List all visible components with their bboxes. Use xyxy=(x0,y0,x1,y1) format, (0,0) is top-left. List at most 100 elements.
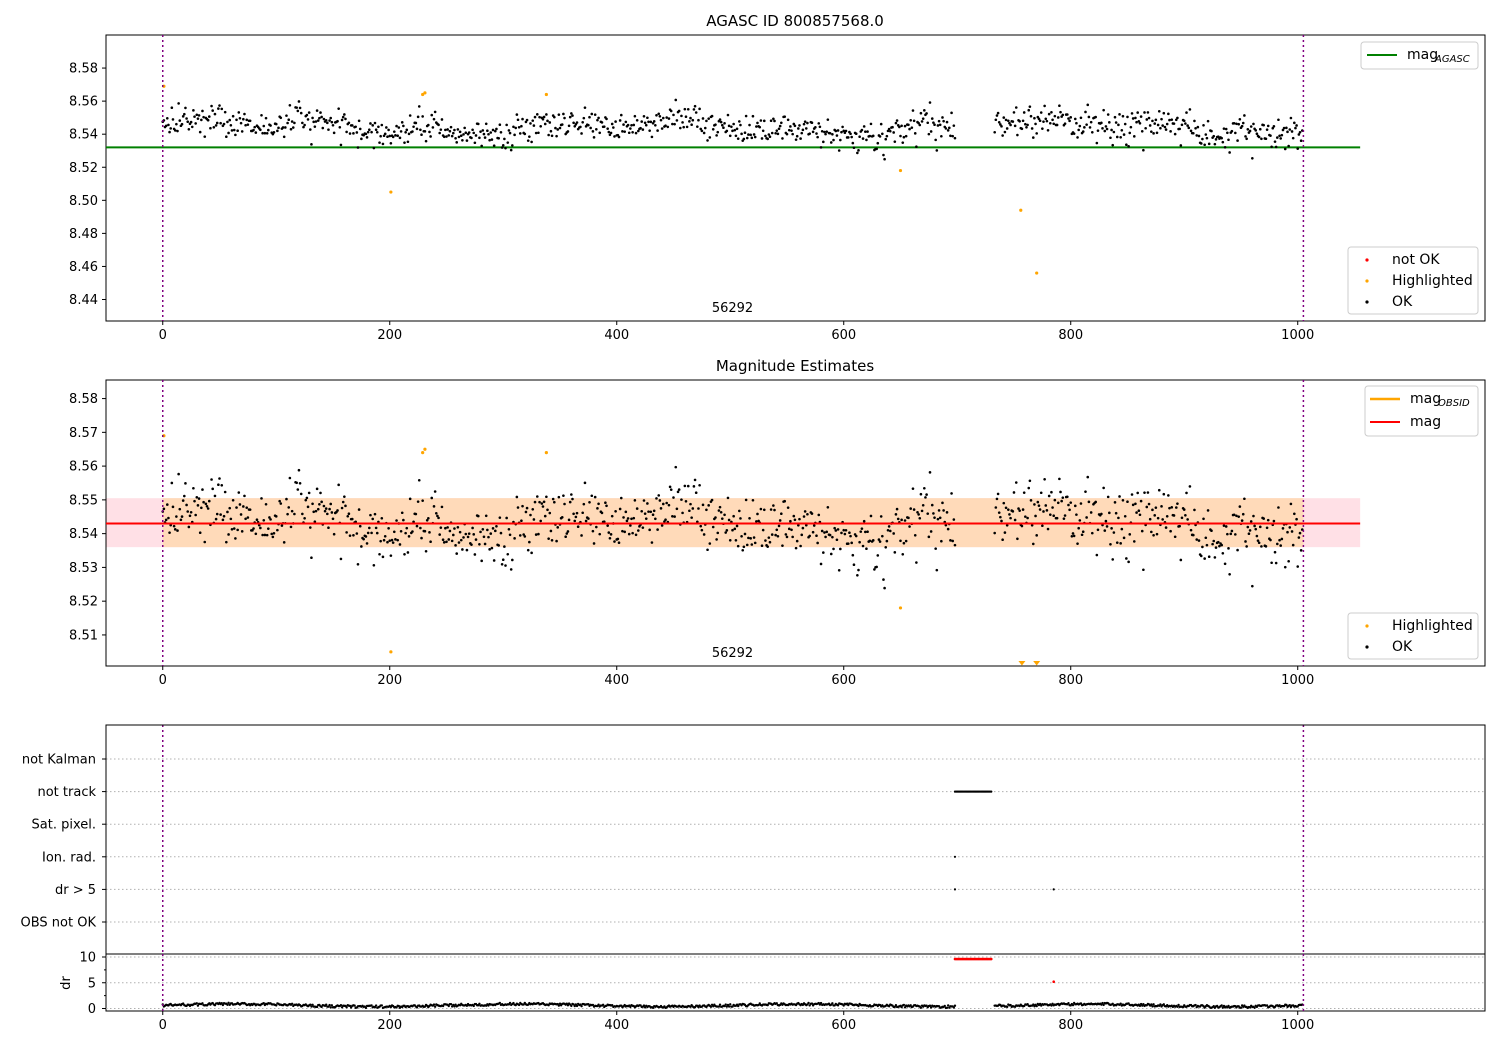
ok-point xyxy=(308,526,312,529)
ok-point xyxy=(1185,111,1188,114)
ok-point xyxy=(945,120,949,124)
ok-point xyxy=(263,131,267,135)
dr-point xyxy=(324,1003,328,1006)
ok-point xyxy=(505,516,508,520)
ok-point xyxy=(1214,138,1218,141)
ok-point xyxy=(936,124,940,127)
ok-point xyxy=(1232,513,1236,517)
ok-point xyxy=(554,126,557,130)
ok-point xyxy=(368,128,371,132)
ok-point xyxy=(654,517,657,521)
ok-point xyxy=(1170,506,1174,509)
ok-point xyxy=(573,519,577,523)
y-tick-label: 8.56 xyxy=(69,460,98,475)
ok-point xyxy=(453,527,456,530)
ok-point xyxy=(486,528,489,532)
ok-point xyxy=(322,504,326,508)
ok-point xyxy=(806,512,809,516)
ok-point xyxy=(1232,122,1236,125)
ok-point xyxy=(514,126,518,130)
ok-point xyxy=(227,131,230,135)
ok-point xyxy=(172,524,176,528)
ok-point xyxy=(504,146,507,150)
ok-point xyxy=(280,524,284,527)
ok-point xyxy=(1073,504,1077,508)
ok-point xyxy=(1096,528,1100,532)
ok-point xyxy=(875,565,878,569)
ok-point xyxy=(406,551,410,554)
ok-point xyxy=(775,129,779,132)
ok-point xyxy=(221,518,225,522)
ok-point xyxy=(1188,108,1192,111)
agasc-point-legend[interactable]: not OK Highlighted OK xyxy=(1347,246,1479,315)
ok-point xyxy=(568,500,572,504)
ok-point xyxy=(183,494,186,498)
ok-point xyxy=(764,134,767,138)
ok-point xyxy=(513,133,516,137)
ok-point xyxy=(944,523,948,527)
ok-point xyxy=(1243,114,1246,117)
ok-point xyxy=(1063,514,1067,517)
ok-point xyxy=(530,140,533,144)
ok-point xyxy=(368,526,371,530)
ok-point xyxy=(481,528,485,531)
ok-point xyxy=(371,517,375,521)
ok-point xyxy=(439,128,443,131)
ok-point xyxy=(429,540,432,544)
dr-point xyxy=(465,1004,469,1008)
ok-point xyxy=(1109,136,1112,140)
ok-point xyxy=(702,533,706,536)
ok-point xyxy=(993,130,996,134)
ok-point xyxy=(1049,121,1052,125)
ok-point xyxy=(1077,526,1080,530)
ok-point xyxy=(1243,497,1246,501)
ok-point xyxy=(641,526,645,529)
ok-point xyxy=(1108,121,1111,124)
ok-point xyxy=(173,528,177,531)
ok-point xyxy=(1179,144,1183,147)
ok-point xyxy=(479,530,482,534)
ok-point xyxy=(777,127,781,131)
ok-point xyxy=(609,533,613,536)
ok-point xyxy=(1206,509,1210,512)
ok-point xyxy=(297,468,301,472)
agasc-line-legend[interactable]: mag AGASC xyxy=(1360,41,1479,70)
ok-point xyxy=(935,568,939,572)
ok-point xyxy=(1018,509,1021,512)
ok-point xyxy=(218,477,221,480)
ok-point xyxy=(940,539,943,543)
magnitude-point-legend[interactable]: Highlighted OK xyxy=(1347,612,1479,660)
ok-point xyxy=(842,528,846,532)
ok-point xyxy=(521,504,524,508)
ok-point xyxy=(210,104,213,108)
dr-point xyxy=(919,1006,923,1009)
ok-point xyxy=(921,503,925,507)
ok-point xyxy=(499,130,503,134)
ok-point xyxy=(1207,142,1211,146)
ok-point xyxy=(815,132,818,135)
ok-point xyxy=(751,498,755,502)
ok-point xyxy=(857,568,860,572)
ok-point xyxy=(911,487,915,490)
ok-point xyxy=(356,146,360,149)
ok-point xyxy=(1059,490,1062,494)
ok-point xyxy=(568,115,572,119)
ok-point xyxy=(498,516,502,519)
ok-point xyxy=(169,127,172,130)
ok-point xyxy=(665,501,668,505)
magnitude-line-legend[interactable]: mag OBSID mag xyxy=(1364,385,1479,437)
ok-point xyxy=(777,524,781,528)
ok-point xyxy=(1142,568,1145,572)
ok-point xyxy=(235,506,238,509)
ok-point xyxy=(255,518,259,521)
ok-point xyxy=(596,118,599,122)
ok-point xyxy=(818,125,822,129)
ok-point xyxy=(1258,127,1262,131)
ok-point xyxy=(394,538,397,541)
ok-point xyxy=(1039,111,1043,114)
ok-point xyxy=(1050,490,1053,494)
ok-point xyxy=(1135,511,1138,514)
ok-point xyxy=(888,129,892,133)
ok-point xyxy=(917,121,920,125)
ok-point xyxy=(595,128,598,131)
